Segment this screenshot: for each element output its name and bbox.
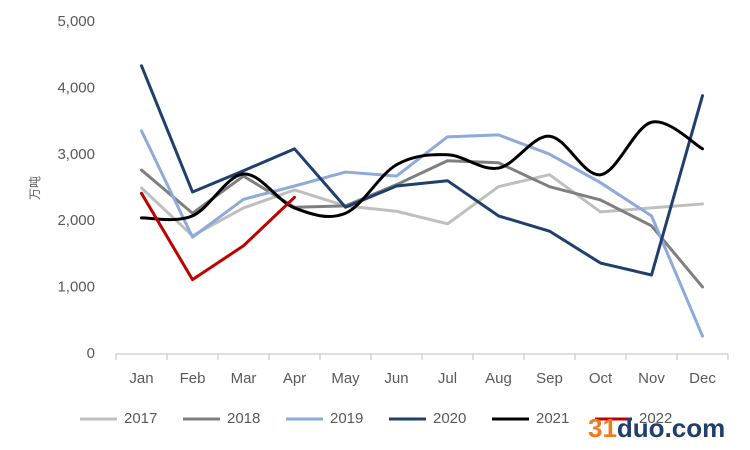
legend-item: 2018 [183, 410, 260, 427]
x-tick-label: Apr [283, 370, 306, 387]
legend-item: 2020 [389, 410, 466, 427]
series-line [140, 64, 704, 277]
y-axis-label: 万吨 [28, 176, 42, 200]
x-tick-label: Jan [129, 370, 153, 387]
series-line [140, 159, 704, 289]
y-tick-label: 2,000 [57, 212, 95, 229]
x-tick-label: Sep [536, 370, 563, 387]
x-tick-label: Aug [485, 370, 512, 387]
x-tick-label: Feb [180, 370, 206, 387]
legend-label: 2021 [536, 410, 569, 427]
y-tick-label: 5,000 [57, 13, 95, 30]
watermark-prefix: 31 [588, 413, 617, 443]
x-tick-label: Dec [689, 370, 716, 387]
y-tick-label: 3,000 [57, 146, 95, 163]
y-tick-label: 1,000 [57, 279, 95, 296]
legend-label: 2022 [639, 410, 672, 427]
y-tick-label: 4,000 [57, 79, 95, 96]
x-tick-label: Jun [384, 370, 408, 387]
series-line [140, 173, 704, 238]
x-tick-label: May [331, 370, 360, 387]
legend-item: 2022 [595, 410, 672, 427]
x-tick-label: Oct [589, 370, 613, 387]
legend-label: 2018 [227, 410, 260, 427]
series-line [140, 120, 704, 222]
legend-item: 2021 [492, 410, 569, 427]
x-tick-label: Mar [231, 370, 257, 387]
legend-item: 2019 [286, 410, 363, 427]
legend-label: 2017 [124, 410, 157, 427]
x-tick-label: Nov [638, 370, 665, 387]
x-tick-label: Jul [438, 370, 457, 387]
watermark: 31duo.com [588, 413, 725, 443]
legend-label: 2019 [330, 410, 363, 427]
legend-label: 2020 [433, 410, 466, 427]
watermark-suffix: duo.com [617, 413, 725, 443]
y-tick-label: 0 [87, 345, 95, 362]
legend-item: 2017 [80, 410, 157, 427]
series-line [140, 191, 296, 282]
